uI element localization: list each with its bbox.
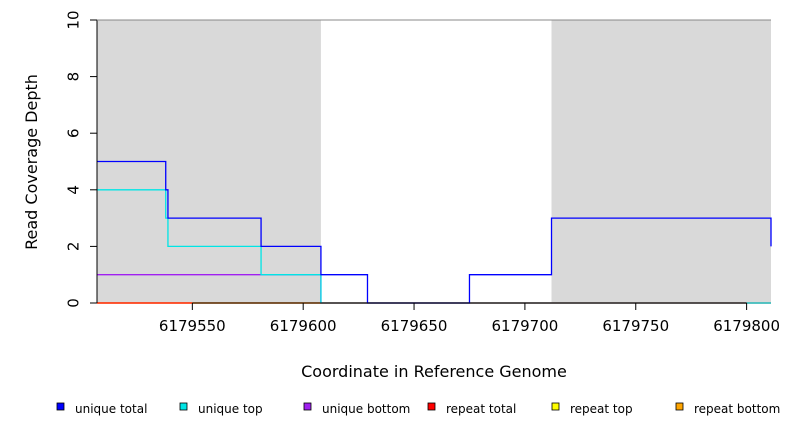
x-axis-label: Coordinate in Reference Genome (301, 362, 567, 381)
legend-swatch-repeat-top (552, 403, 559, 410)
legend-swatch-unique-bottom (304, 403, 311, 410)
legend-swatch-unique-total (57, 403, 64, 410)
y-tick-label-10: 10 (65, 10, 83, 29)
x-axis: 6179550 6179600 6179650 6179700 6179750 61798… (159, 303, 780, 335)
x-tick-label-6179750: 6179750 (602, 317, 669, 335)
legend-label-unique-total: unique total (75, 402, 147, 416)
y-tick-label-0: 0 (65, 298, 83, 308)
legend-swatch-repeat-total (428, 403, 435, 410)
shaded-region-2 (552, 20, 771, 303)
y-tick-label-4: 4 (65, 185, 83, 195)
legend-label-repeat-top: repeat top (570, 402, 633, 416)
y-tick-label-6: 6 (65, 128, 83, 138)
legend: unique total unique top unique bottom repea… (57, 402, 780, 416)
legend-swatch-repeat-bottom (676, 403, 683, 410)
x-tick-label-6179550: 6179550 (159, 317, 226, 335)
y-axis: 0 2 4 6 8 10 (65, 10, 98, 307)
legend-label-unique-bottom: unique bottom (322, 402, 410, 416)
legend-label-unique-top: unique top (198, 402, 263, 416)
x-tick-label-6179800: 6179800 (713, 317, 780, 335)
x-tick-label-6179650: 6179650 (381, 317, 448, 335)
y-tick-label-2: 2 (65, 242, 83, 252)
legend-label-repeat-total: repeat total (446, 402, 516, 416)
y-axis-label: Read Coverage Depth (22, 74, 41, 250)
legend-swatch-unique-top (180, 403, 187, 410)
x-tick-label-6179600: 6179600 (270, 317, 337, 335)
x-tick-label-6179700: 6179700 (491, 317, 558, 335)
legend-label-repeat-bottom: repeat bottom (694, 402, 780, 416)
y-tick-label-8: 8 (65, 72, 83, 82)
shaded-regions (97, 20, 771, 303)
